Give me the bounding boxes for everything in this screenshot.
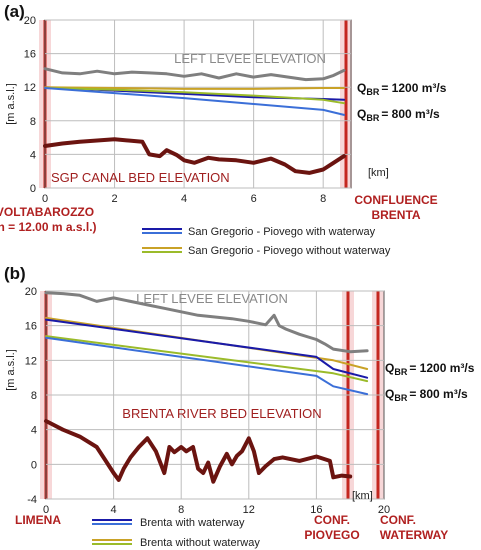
panel-b-series-with-800 <box>45 336 369 396</box>
panel-a-label: (a) <box>4 2 25 21</box>
panel-b-xtick-4: 16 <box>310 504 322 516</box>
brenta-label: BRENTA <box>371 208 420 222</box>
panel-b-xunit: [km] <box>352 490 373 502</box>
panel-b-series <box>44 291 369 484</box>
panel-b-grid <box>45 290 385 500</box>
panel-b-series-bed <box>44 419 353 484</box>
panel-a-q1200-label: QBR = 1200 m³/s <box>357 81 447 97</box>
confluence-label: CONFLUENCE <box>354 193 437 207</box>
panel-b: (b) -4 0 4 8 12 16 20 0 4 8 12 16 20 [m a.s.l.] [km]… <box>4 264 475 549</box>
panel-a-ytick-5: 20 <box>24 15 36 27</box>
panel-b-ytick-2: 4 <box>31 425 37 437</box>
panel-b-legend: Brenta with waterway Brenta without wate… <box>92 517 260 549</box>
panel-b-series-levee <box>44 291 369 354</box>
panel-b-levee-label: LEFT LEVEE ELEVATION <box>136 291 288 306</box>
panel-a-ytick-1: 4 <box>30 149 36 161</box>
panel-b-ytick-5: 16 <box>25 321 37 333</box>
panel-a-xtick-0: 0 <box>42 193 48 205</box>
legend-b-without-label: Brenta without waterway <box>140 537 260 549</box>
conf-waterway-label-2: WATERWAY <box>380 528 448 542</box>
panel-a-q800-label: QBR = 800 m³/s <box>357 107 440 123</box>
panel-a-series-without-1200 <box>44 86 345 90</box>
panel-a-series-with-800 <box>44 87 345 116</box>
panel-b-series-with-1200 <box>45 318 369 379</box>
panel-a-ytick-2: 8 <box>30 116 36 128</box>
panel-a-ylabel: [m a.s.l.] <box>5 83 17 125</box>
panel-b-q1200-label: QBR = 1200 m³/s <box>385 361 475 377</box>
panel-a-ytick-4: 16 <box>24 49 36 61</box>
panel-a: (a) 0 4 8 12 16 20 0 2 4 6 8 [m a.s.l.] [km] LEFT … <box>0 2 447 257</box>
panel-a-series <box>43 67 346 175</box>
conf-piovego-label-2: PIOVEGO <box>304 528 359 542</box>
panel-a-series-bed <box>43 137 346 175</box>
legend-a-without-label: San Gregorio - Piovego without waterway <box>188 245 391 257</box>
panel-a-series-levee <box>43 67 346 82</box>
panel-a-xunit: [km] <box>368 167 389 179</box>
voltabarozzo-height-label: (h = 12.00 m a.s.l.) <box>0 220 97 234</box>
panel-b-xtick-0: 0 <box>43 504 49 516</box>
panel-a-xtick-1: 2 <box>111 193 117 205</box>
panel-a-ytick-3: 12 <box>24 82 36 94</box>
panel-b-ylabel: [m a.s.l.] <box>5 349 17 391</box>
panel-b-label: (b) <box>4 264 26 283</box>
panel-b-ytick-4: 12 <box>25 355 37 367</box>
panel-b-xtick-1: 4 <box>111 504 117 516</box>
panel-a-xtick-4: 8 <box>320 193 326 205</box>
legend-b-with-label: Brenta with waterway <box>140 517 245 529</box>
panel-a-legend: San Gregorio - Piovego with waterway San… <box>142 226 391 257</box>
voltabarozzo-label: VOLTABAROZZO <box>0 205 94 219</box>
panel-a-xtick-2: 4 <box>181 193 187 205</box>
panel-a-series-without-800 <box>44 87 345 105</box>
panel-b-xtick-3: 12 <box>243 504 255 516</box>
panel-a-bed-label: SGP CANAL BED ELEVATION <box>51 170 230 185</box>
panel-b-ticks: -4 0 4 8 12 16 20 0 4 8 12 16 20 <box>25 286 390 516</box>
panel-b-bed-label: BRENTA RIVER BED ELEVATION <box>122 406 321 421</box>
legend-a-with-label: San Gregorio - Piovego with waterway <box>188 226 376 238</box>
panel-a-ytick-0: 0 <box>30 183 36 195</box>
panel-b-ytick-1: 0 <box>31 459 37 471</box>
panel-a-levee-label: LEFT LEVEE ELEVATION <box>174 51 326 66</box>
panel-b-ytick-6: 20 <box>25 286 37 298</box>
panel-b-q800-label: QBR = 800 m³/s <box>385 387 468 403</box>
panel-b-xtick-2: 8 <box>178 504 184 516</box>
panel-b-xtick-5: 20 <box>378 504 390 516</box>
conf-waterway-label-1: CONF. <box>380 513 416 527</box>
panel-b-ytick-0: -4 <box>27 494 37 506</box>
panel-a-xtick-3: 6 <box>251 193 257 205</box>
panel-a-ticks: 0 4 8 12 16 20 0 2 4 6 8 <box>24 15 326 205</box>
conf-piovego-label-1: CONF. <box>314 513 350 527</box>
panel-b-series-without-800 <box>45 335 369 383</box>
limena-label: LIMENA <box>15 513 61 527</box>
panel-b-ytick-3: 8 <box>31 390 37 402</box>
